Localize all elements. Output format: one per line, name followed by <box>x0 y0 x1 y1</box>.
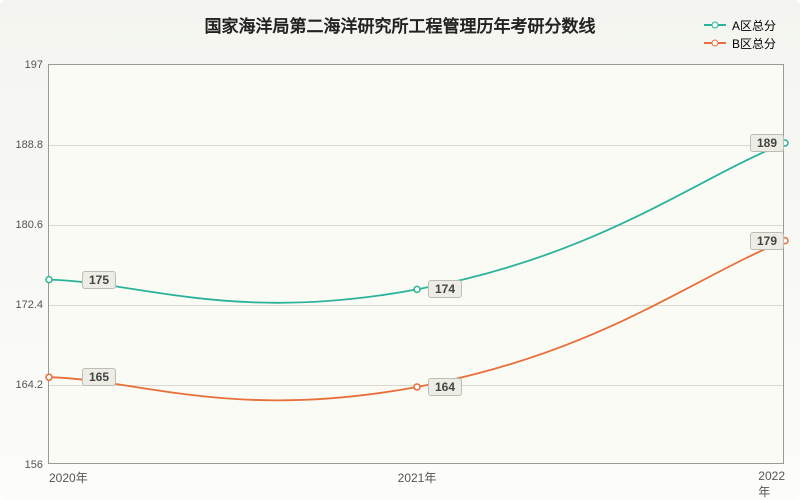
series-line <box>49 143 785 303</box>
legend: A区总分 B区总分 <box>704 16 776 52</box>
data-label: 179 <box>750 232 784 250</box>
data-point <box>46 277 52 283</box>
x-axis-label: 2021年 <box>398 463 437 486</box>
data-point <box>414 384 420 390</box>
legend-swatch-a <box>704 24 726 26</box>
data-label: 174 <box>428 280 462 298</box>
data-label: 189 <box>750 134 784 152</box>
x-axis-label: 2020年 <box>49 463 88 486</box>
data-point <box>46 374 52 380</box>
y-axis-label: 188.8 <box>15 139 49 151</box>
legend-item-b: B区总分 <box>704 34 776 52</box>
legend-swatch-b <box>704 42 726 44</box>
line-layer <box>49 65 785 465</box>
data-label: 164 <box>428 378 462 396</box>
chart-container: 国家海洋局第二海洋研究所工程管理历年考研分数线 A区总分 B区总分 156164… <box>0 0 800 500</box>
data-point <box>414 286 420 292</box>
y-axis-label: 180.6 <box>15 219 49 231</box>
x-axis-label: 2022年 <box>758 463 785 500</box>
legend-item-a: A区总分 <box>704 16 776 34</box>
y-axis-label: 172.4 <box>15 299 49 311</box>
data-label: 165 <box>82 368 116 386</box>
legend-label-a: A区总分 <box>732 17 776 34</box>
legend-label-b: B区总分 <box>732 35 776 52</box>
series-line <box>49 241 785 401</box>
chart-title: 国家海洋局第二海洋研究所工程管理历年考研分数线 <box>0 12 800 37</box>
y-axis-label: 164.2 <box>15 379 49 391</box>
data-label: 175 <box>82 271 116 289</box>
y-axis-label: 156 <box>25 459 49 471</box>
y-axis-label: 197 <box>25 59 49 71</box>
plot-area: 156164.2172.4180.6188.81972020年2021年2022… <box>48 64 784 464</box>
